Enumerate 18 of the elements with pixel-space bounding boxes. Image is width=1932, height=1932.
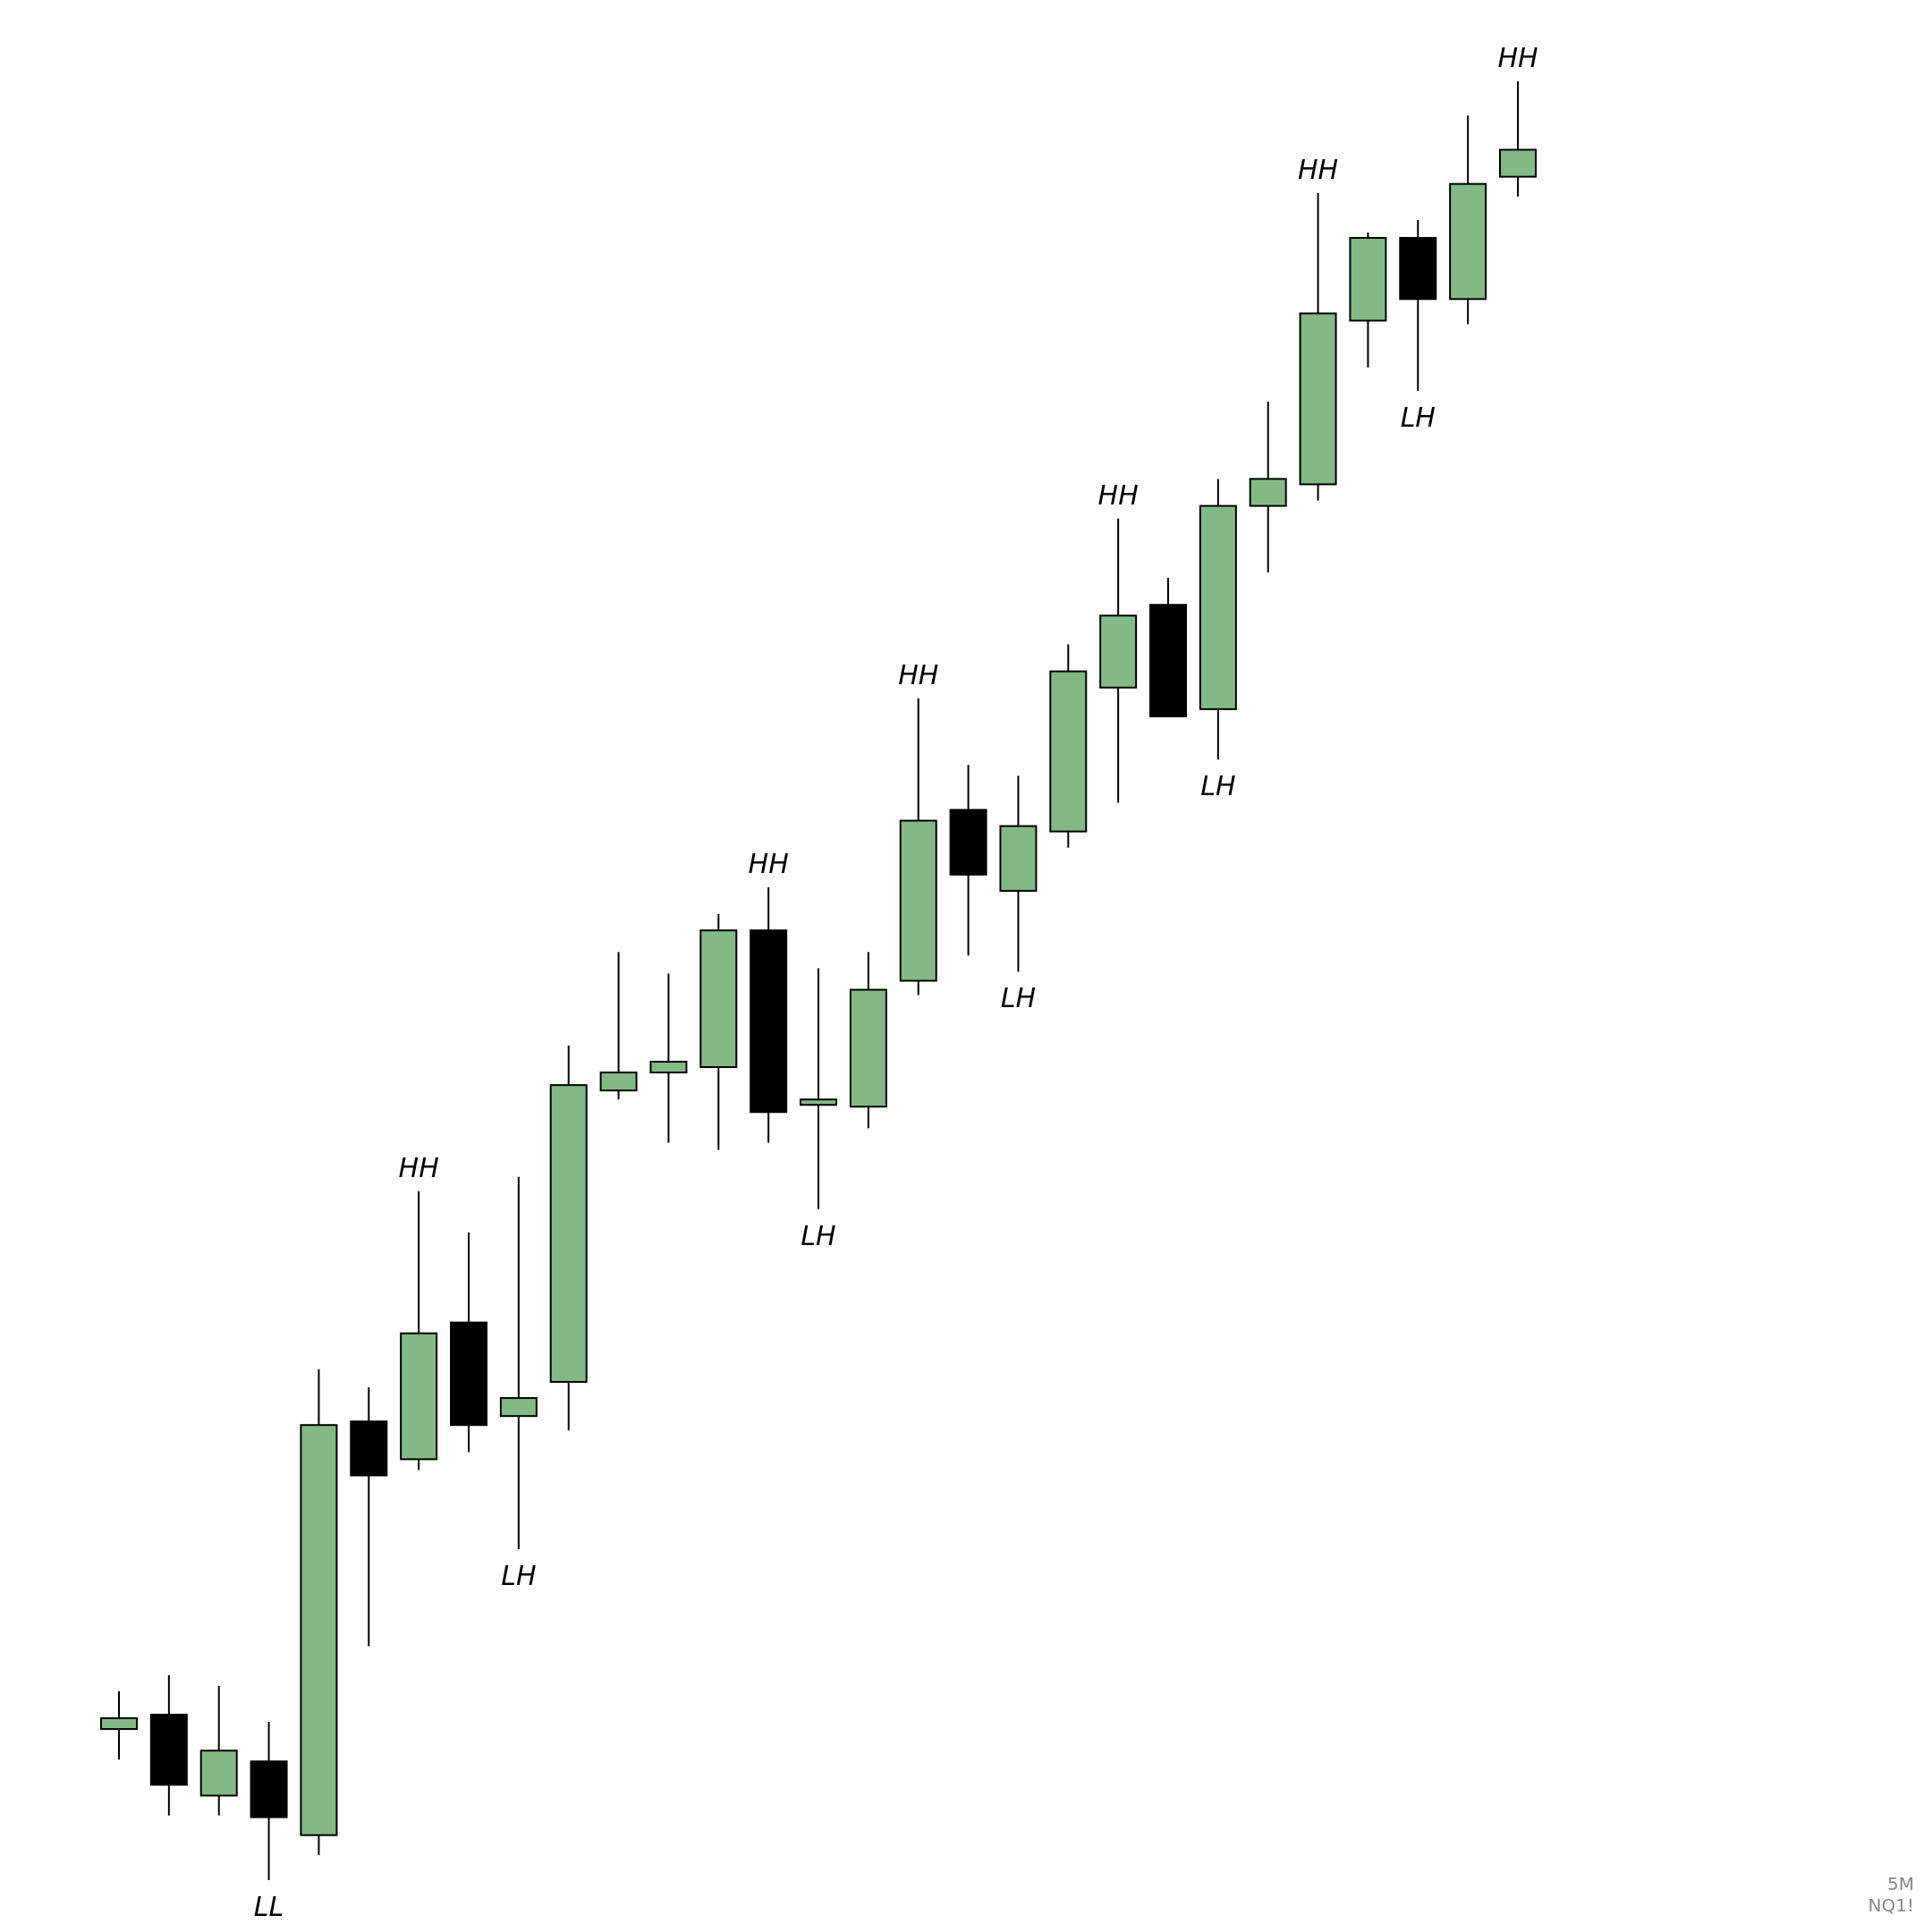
annotation: LH	[1400, 401, 1436, 433]
candlestick	[800, 967, 837, 1210]
annotation: LH	[1000, 982, 1037, 1014]
annotation: LL	[253, 1891, 284, 1922]
annotation: LH	[501, 1559, 537, 1591]
text: NQ1!	[1868, 1894, 1914, 1916]
annotation: LH	[801, 1219, 836, 1251]
annotation: HH	[1298, 153, 1339, 185]
candlestick	[649, 972, 688, 1144]
annotation: HH	[1497, 42, 1538, 73]
annotation: HH	[898, 658, 939, 691]
annotation: LH	[1200, 770, 1236, 802]
text: 5M	[1887, 1873, 1914, 1894]
annotation: HH	[748, 847, 789, 879]
candlestick	[599, 951, 638, 1101]
annotation: HH	[1097, 479, 1139, 511]
candlestick	[499, 1175, 538, 1550]
annotation: HH	[398, 1151, 439, 1183]
